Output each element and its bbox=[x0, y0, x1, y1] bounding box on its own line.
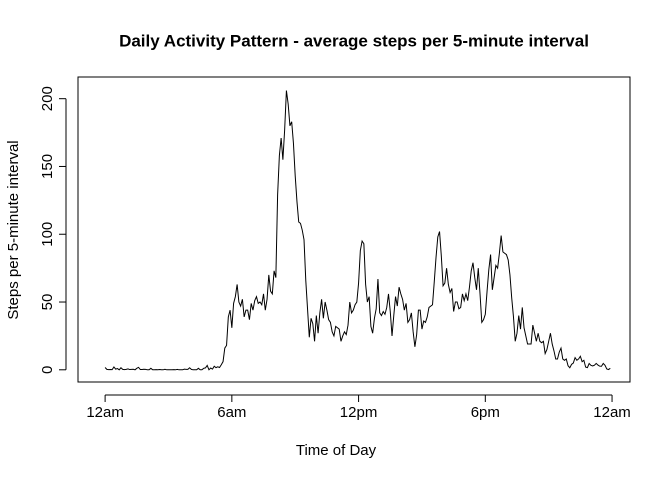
data-line bbox=[104, 90, 611, 371]
x-axis-label: Time of Day bbox=[296, 442, 377, 459]
x-tick-label: 12am bbox=[86, 404, 124, 421]
x-tick-label: 6am bbox=[217, 404, 246, 421]
y-tick-label: 100 bbox=[39, 222, 56, 247]
y-axis-label: Steps per 5-minute interval bbox=[5, 140, 22, 319]
chart-title: Daily Activity Pattern - average steps p… bbox=[119, 31, 589, 50]
y-tick-label: 200 bbox=[39, 86, 56, 111]
y-tick-label: 150 bbox=[39, 154, 56, 179]
x-tick-label: 12pm bbox=[340, 404, 378, 421]
plot-box bbox=[77, 76, 631, 383]
x-tick-label: 12am bbox=[593, 404, 631, 421]
y-tick-label: 50 bbox=[39, 294, 56, 311]
x-tick-label: 6pm bbox=[471, 404, 500, 421]
y-tick-label: 0 bbox=[39, 366, 56, 374]
